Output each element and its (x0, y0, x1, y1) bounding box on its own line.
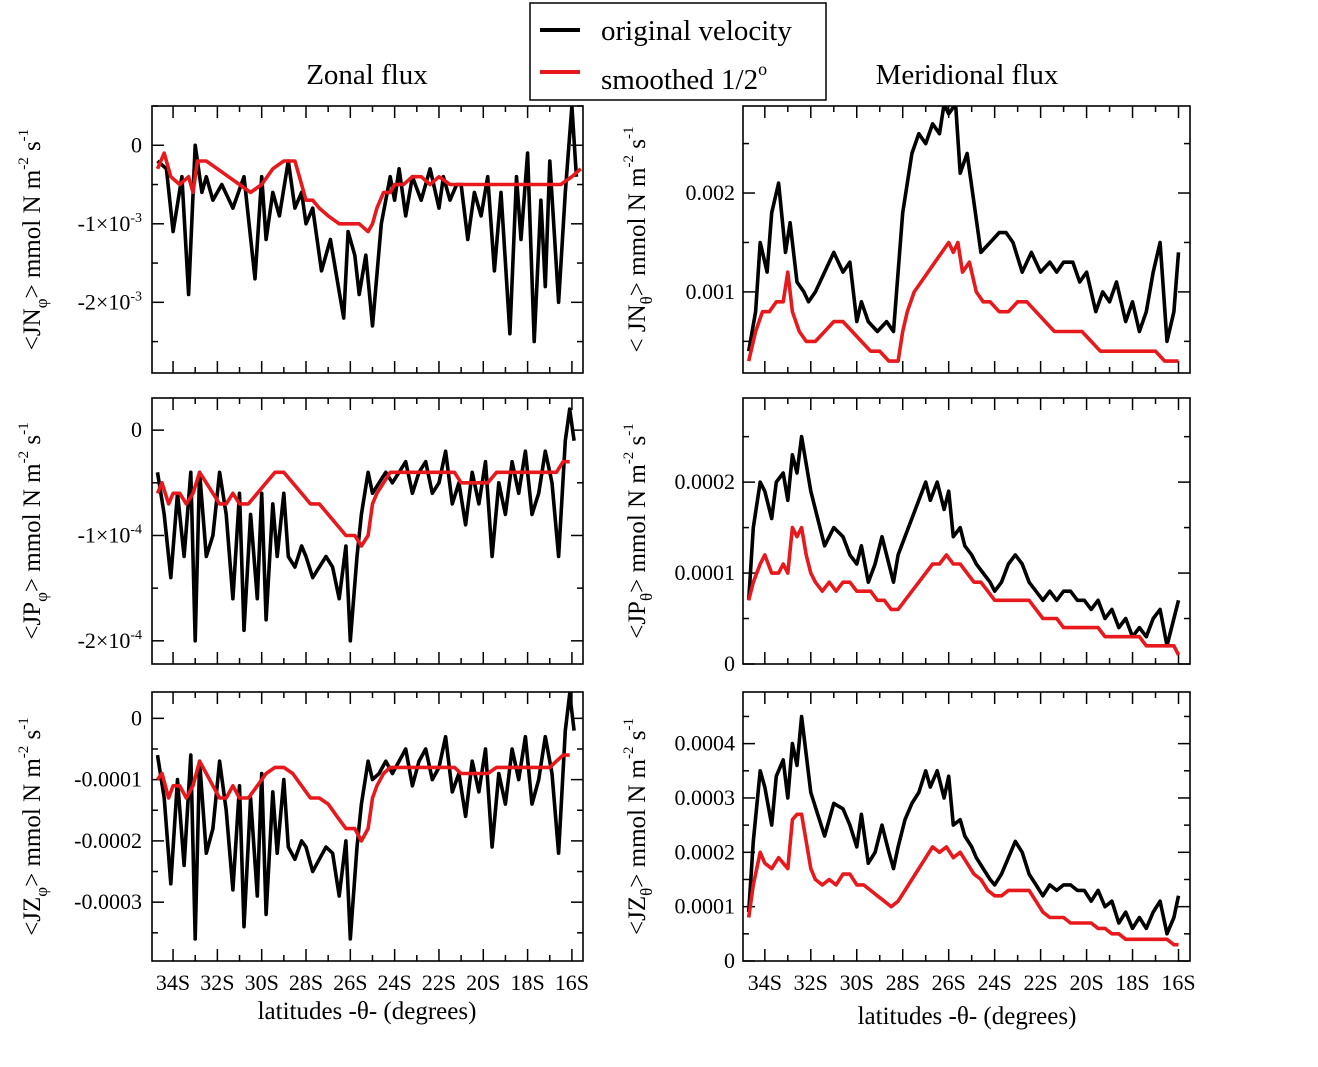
y-tick-label: 0 (724, 948, 735, 973)
x-tick-label: 26S (932, 970, 966, 995)
x-tick-label: 18S (1115, 970, 1149, 995)
y-tick-label: 0.0004 (675, 731, 736, 756)
panel-jz-meridional: 34S 32S 30S 28S 26S 24S 22S 20S 18S 16S 0 0.0001 0.0… (621, 691, 1196, 995)
legend-label-smoothed-text: smoothed 1/2 (601, 64, 758, 96)
x-tick-label: 24S (978, 970, 1012, 995)
legend-label-smoothed-degree: o (758, 59, 767, 79)
x-tick-label: 28S (886, 970, 920, 995)
x-tick-label: 18S (510, 970, 544, 995)
series-original-velocity (155, 692, 576, 941)
y-tick-label: -1×10-4 (78, 522, 142, 547)
right-x-axis-label: latitudes -θ- (degrees) (858, 1003, 1077, 1030)
legend: original velocity smoothed 1/2o (529, 2, 827, 101)
series-smoothed (155, 151, 582, 234)
y-axis-label: <JNφ> mmol N m-2 s-1 (16, 129, 51, 350)
panel-jp-zonal: 0 -1×10-4 -2×10-4 <JPφ> mmol N m-2 s-1 (16, 397, 584, 665)
x-tick-label: 16S (555, 970, 589, 995)
x-tick-label: 34S (748, 970, 782, 995)
y-tick-label: -0.0003 (74, 889, 142, 914)
x-tick-label: 32S (200, 970, 234, 995)
x-tick-label: 22S (422, 970, 456, 995)
x-tick-label: 30S (245, 970, 279, 995)
y-tick-label: 0.0001 (675, 560, 736, 585)
x-tick-label: 20S (1069, 970, 1103, 995)
y-tick-label: 0 (131, 705, 142, 730)
series-smoothed (156, 753, 570, 843)
x-tick-label: 32S (794, 970, 828, 995)
y-tick-label: 0.002 (686, 180, 736, 205)
y-axis-label: <JPθ> mmol N m-2 s-1 (621, 423, 656, 639)
x-tick-label: 28S (289, 970, 323, 995)
left-column-title: Zonal flux (306, 59, 428, 91)
right-column-title: Meridional flux (876, 59, 1059, 91)
x-tick-label: 30S (840, 970, 874, 995)
x-tick-label: 26S (333, 970, 367, 995)
series-smoothed (746, 812, 1179, 947)
y-tick-label: 0.0001 (675, 894, 736, 919)
panel-jp-meridional: 0 0.0001 0.0002 <JPθ> mmol N m-2 s-1 (621, 397, 1191, 676)
y-tick-label: -2×10-4 (78, 628, 142, 653)
plot-frame (742, 691, 1191, 962)
plot-frame (151, 691, 584, 962)
series-original-velocity (746, 106, 1181, 352)
y-axis-label: <JPφ> mmol N m-2 s-1 (16, 422, 51, 639)
plot-frame (742, 397, 1191, 665)
series-smoothed (155, 459, 570, 548)
y-tick-label: 0 (131, 417, 142, 442)
y-tick-label: -0.0001 (74, 767, 142, 792)
y-tick-label: 0 (131, 132, 142, 157)
y-tick-label: 0 (724, 651, 735, 676)
series-original-velocity (155, 407, 576, 643)
series-original-velocity (746, 434, 1181, 648)
y-tick-label: -1×10-3 (78, 211, 142, 236)
series-smoothed (746, 240, 1179, 363)
legend-label-original: original velocity (601, 15, 792, 47)
series-smoothed (746, 525, 1181, 656)
x-tick-label: 22S (1023, 970, 1057, 995)
panel-jn-meridional: 0.001 0.002 < JNθ> mmol N m-2 s-1 (621, 105, 1191, 374)
plot-frame (151, 397, 584, 665)
x-tick-label: 34S (156, 970, 190, 995)
legend-label-smoothed: smoothed 1/2o (601, 59, 767, 96)
y-tick-label: 0.0002 (675, 469, 736, 494)
y-tick-label: 0.0003 (675, 785, 736, 810)
y-tick-label: -0.0002 (74, 828, 142, 853)
x-tick-label: 16S (1161, 970, 1195, 995)
y-axis-label: <JZθ> mmol N m-2 s-1 (621, 718, 656, 935)
y-tick-label: 0.001 (686, 279, 736, 304)
panel-jn-zonal: 0 -1×10-3 -2×10-3 <JNφ> mmol N m-2 s-1 (16, 105, 584, 374)
legend-box (529, 2, 827, 101)
panel-jz-zonal: 34S 32S 30S 28S 26S 24S 22S 20S 18S 16S 0 -0.0001 -0… (16, 691, 589, 995)
x-tick-label: 24S (378, 970, 412, 995)
y-tick-label: -2×10-3 (78, 289, 142, 314)
plot-frame (151, 105, 584, 374)
x-tick-label: 20S (466, 970, 500, 995)
y-axis-label: < JNθ> mmol N m-2 s-1 (621, 127, 656, 353)
left-x-axis-label: latitudes -θ- (degrees) (258, 998, 477, 1025)
column-titles: Zonal flux Meridional flux (306, 59, 1059, 91)
y-tick-label: 0.0002 (675, 839, 736, 864)
series-original-velocity (156, 106, 579, 344)
plot-frame (742, 105, 1191, 374)
y-axis-label: <JZφ> mmol N m-2 s-1 (16, 717, 51, 936)
x-axis-titles: latitudes -θ- (degrees) latitudes -θ- (d… (258, 998, 1077, 1030)
series-original-velocity (746, 714, 1181, 936)
